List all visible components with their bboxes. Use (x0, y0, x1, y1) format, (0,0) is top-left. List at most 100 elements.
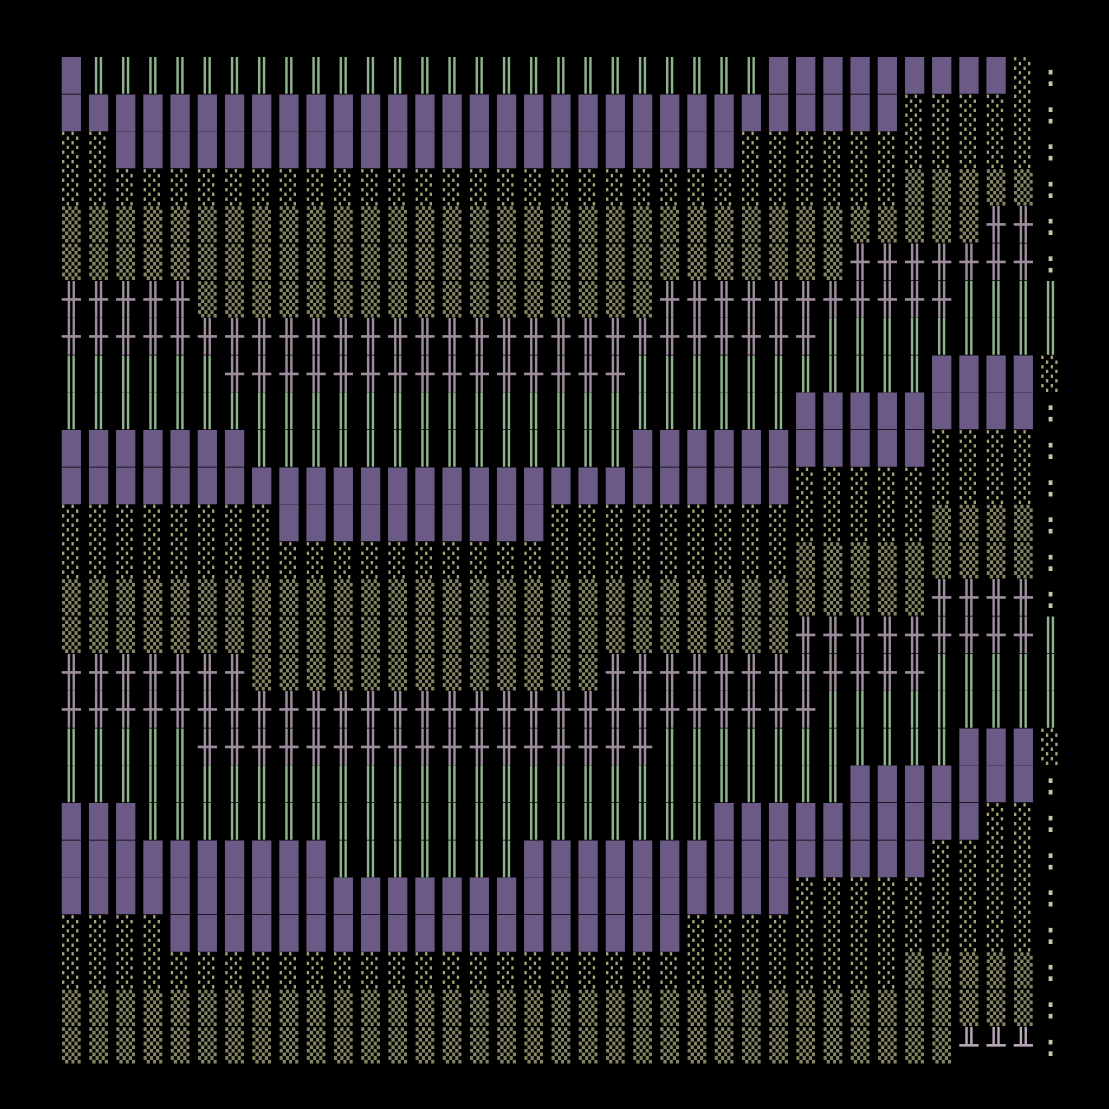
art-glyph: █ (877, 765, 897, 803)
art-glyph: ║ (552, 802, 571, 840)
art-glyph: ░ (116, 952, 135, 989)
art-row: █ █ █ █ █ █ █ █ █ █ ║ ║ ║ ║ ║ ║ ║ █ █ █ █ █ █ █ █ █ █ █ █ █ █ █ ░ ░ ░ ░: (61, 839, 1060, 877)
art-glyph: ░ (824, 467, 843, 504)
art-glyph: : (1041, 991, 1060, 1027)
art-glyph: ║ (388, 802, 407, 840)
art-glyph: ╫ (931, 578, 951, 616)
art-glyph: ║ (280, 802, 299, 840)
art-glyph: ║ (334, 56, 353, 94)
art-glyph: ▒ (416, 206, 435, 243)
art-glyph: ╫ (768, 653, 788, 691)
art-glyph: ▒ (497, 579, 516, 616)
art-glyph: ╫ (143, 317, 163, 355)
art-glyph: ║ (688, 727, 707, 765)
art-glyph: █ (578, 466, 598, 504)
art-glyph: █ (251, 93, 271, 131)
art-glyph: ░ (851, 132, 870, 169)
art-glyph: ░ (851, 915, 870, 952)
art-glyph: ║ (524, 802, 543, 840)
art-glyph: ░ (878, 952, 897, 989)
art-glyph: ░ (742, 915, 761, 952)
art-glyph: ▒ (225, 617, 244, 654)
art-glyph: : (1041, 506, 1060, 542)
art-glyph: ╫ (823, 280, 843, 318)
art-glyph: ╫ (88, 690, 108, 728)
art-glyph: ▒ (824, 206, 843, 243)
art-glyph: ▒ (932, 952, 951, 989)
art-glyph: █ (279, 131, 299, 169)
art-glyph: █ (659, 466, 679, 504)
art-glyph: ╫ (795, 653, 815, 691)
art-glyph: █ (197, 914, 217, 952)
art-glyph: ▒ (497, 281, 516, 318)
art-glyph: █ (959, 802, 979, 840)
art-glyph: ╫ (415, 690, 435, 728)
art-glyph: ▒ (824, 990, 843, 1027)
art-glyph: ║ (62, 392, 81, 430)
art-glyph: ╫ (741, 280, 761, 318)
art-glyph: ░ (769, 169, 788, 206)
art-glyph: █ (197, 93, 217, 131)
art-glyph: ║ (116, 727, 135, 765)
art-glyph: ║ (416, 429, 435, 467)
art-glyph: ║ (334, 802, 353, 840)
art-glyph: ╫ (1013, 578, 1033, 616)
art-glyph: ░ (252, 169, 271, 206)
art-glyph: ░ (606, 542, 625, 579)
art-glyph: █ (1013, 765, 1033, 803)
art-glyph: █ (605, 839, 625, 877)
art-glyph: ║ (252, 392, 271, 430)
art-glyph: ╫ (279, 727, 299, 765)
art-glyph: ▒ (171, 579, 190, 616)
art-glyph: ║ (443, 839, 462, 877)
art-glyph: ▒ (552, 1027, 571, 1064)
art-glyph: ░ (606, 505, 625, 542)
art-glyph: ░ (878, 505, 897, 542)
art-glyph: ▒ (198, 281, 217, 318)
art-glyph: █ (632, 839, 652, 877)
art-glyph: ▒ (715, 206, 734, 243)
art-glyph: ▒ (89, 206, 108, 243)
art-glyph: ░ (1014, 132, 1033, 169)
art-glyph: ║ (252, 802, 271, 840)
art-glyph: █ (496, 914, 516, 952)
art-glyph: ╫ (1013, 205, 1033, 243)
art-glyph: █ (442, 93, 462, 131)
art-glyph: ▒ (62, 206, 81, 243)
art-glyph: ░ (497, 952, 516, 989)
art-glyph: ░ (225, 952, 244, 989)
art-glyph: ╫ (469, 690, 489, 728)
art-glyph: █ (306, 466, 326, 504)
art-glyph: ║ (878, 354, 897, 392)
art-glyph: █ (170, 877, 190, 915)
art-glyph: ╫ (659, 653, 679, 691)
art-glyph: ░ (198, 542, 217, 579)
art-glyph: █ (387, 93, 407, 131)
art-glyph: ▒ (89, 244, 108, 281)
art-glyph: ║ (416, 765, 435, 803)
art-glyph: ║ (307, 765, 326, 803)
art-glyph: ╫ (115, 280, 135, 318)
art-glyph: ▒ (198, 206, 217, 243)
art-glyph: █ (387, 131, 407, 169)
art-glyph: ╫ (741, 690, 761, 728)
art-glyph: ▒ (878, 206, 897, 243)
art-glyph: ░ (225, 505, 244, 542)
art-glyph: ║ (1014, 317, 1033, 355)
art-row: █ █ █ █ █ █ █ █ █ █ █ █ █ █ █ █ █ █ █ █ █ █ █ █ █ █ █ █ █ █ █ ░ ░ ░ ░ ░: (61, 93, 1060, 131)
art-glyph: █ (768, 466, 788, 504)
art-glyph: ║ (987, 280, 1006, 318)
art-glyph: ░ (198, 169, 217, 206)
art-glyph: ▒ (552, 206, 571, 243)
art-glyph: ▒ (62, 1027, 81, 1064)
art-glyph: ░ (796, 467, 815, 504)
art-glyph: ╫ (496, 727, 516, 765)
art-glyph: █ (823, 802, 843, 840)
art-glyph: ▒ (62, 244, 81, 281)
art-glyph: █ (551, 914, 571, 952)
art-glyph: ▒ (824, 244, 843, 281)
art-glyph: █ (115, 466, 135, 504)
art-glyph: ▒ (769, 990, 788, 1027)
art-glyph: █ (143, 429, 163, 467)
art-glyph: ▒ (361, 990, 380, 1027)
